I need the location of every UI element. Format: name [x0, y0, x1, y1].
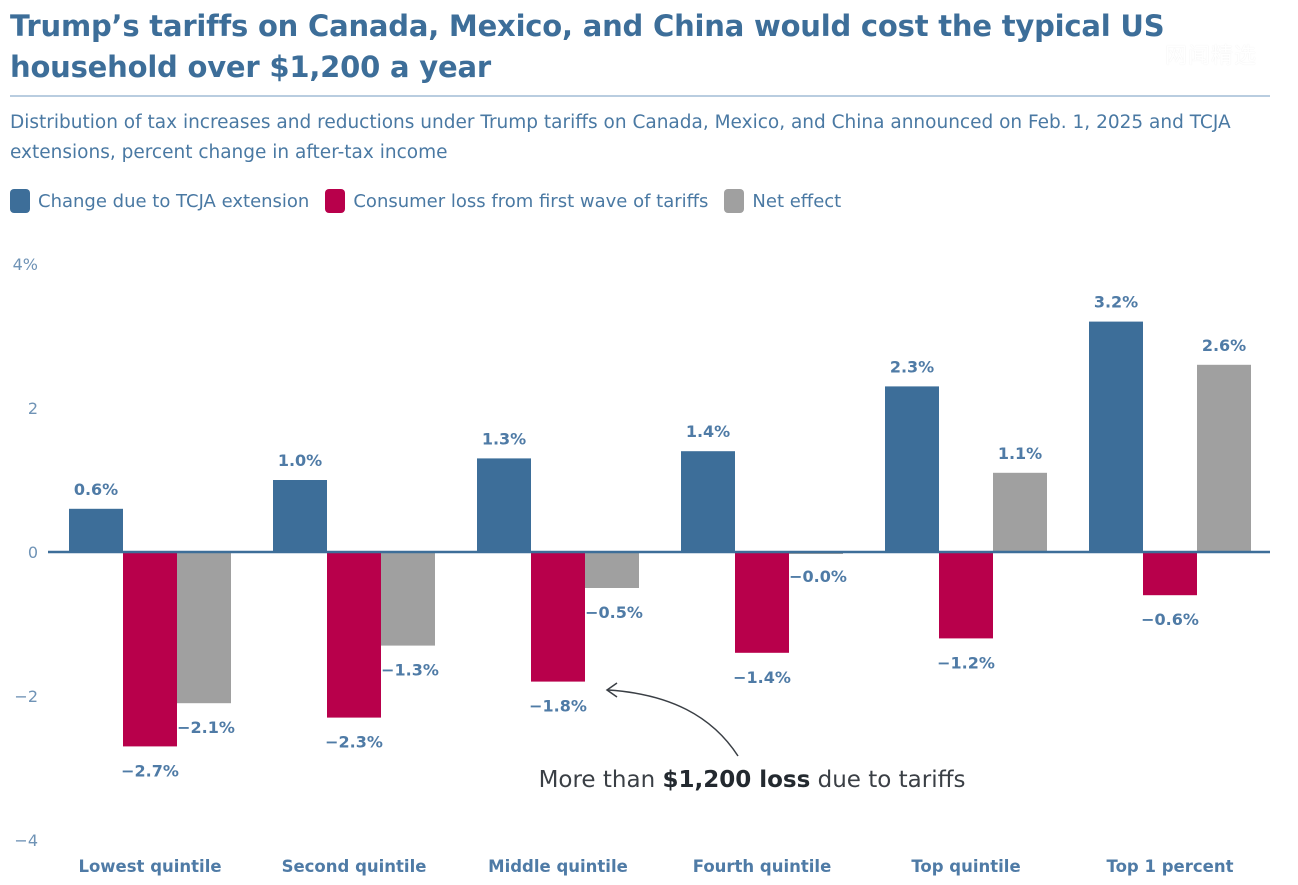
y-tick-label: 4% — [13, 255, 38, 274]
chart-legend: Change due to TCJA extension Consumer lo… — [10, 189, 857, 213]
chart-subtitle: Distribution of tax increases and reduct… — [10, 112, 1231, 163]
data-label-net-1: −1.3% — [381, 661, 439, 680]
bar-tcja-1 — [273, 480, 327, 552]
legend-label-net: Net effect — [752, 190, 842, 212]
category-labels: Lowest quintile Second quintile Middle qui… — [78, 857, 1233, 876]
data-label-tariff-4: −1.2% — [937, 653, 995, 672]
bar-tcja-4 — [885, 386, 939, 552]
data-label-net-4: 1.1% — [998, 444, 1042, 463]
bar-tcja-5 — [1089, 321, 1143, 552]
annotation-suffix: due to tariffs — [810, 767, 965, 793]
annotation-arrow — [607, 689, 739, 757]
y-tick-label: 0 — [28, 543, 38, 562]
category-label: Top quintile — [911, 857, 1020, 876]
category-label: Second quintile — [282, 857, 427, 876]
bar-tariff-1 — [327, 552, 381, 718]
data-label-net-0: −2.1% — [177, 718, 235, 737]
title-divider — [10, 95, 1270, 97]
data-label-net-3: −0.0% — [789, 567, 847, 586]
y-tick-label: 2 — [28, 399, 38, 418]
data-label-tcja-5: 3.2% — [1094, 293, 1138, 312]
y-tick-label: −2 — [14, 687, 38, 706]
annotation: More than $1,200 loss due to tariffs — [539, 682, 966, 793]
bar-tariff-2 — [531, 552, 585, 682]
data-label-tariff-2: −1.8% — [529, 697, 587, 716]
legend-swatch-tariffs — [325, 189, 346, 213]
data-label-net-5: 2.6% — [1202, 336, 1246, 355]
legend-item-tcja: Change due to TCJA extension — [10, 189, 309, 213]
data-label-tcja-1: 1.0% — [278, 451, 322, 470]
legend-swatch-net — [724, 189, 745, 213]
bar-net-4 — [993, 472, 1047, 552]
bar-tcja-2 — [477, 458, 531, 552]
bar-tcja-3 — [681, 451, 735, 552]
category-label: Middle quintile — [488, 857, 628, 876]
legend-swatch-tcja — [10, 189, 30, 213]
annotation-text: More than $1,200 loss due to tariffs — [539, 767, 966, 793]
data-label-tcja-2: 1.3% — [482, 429, 526, 448]
legend-item-net: Net effect — [724, 189, 841, 213]
bar-tcja-0 — [69, 508, 123, 552]
data-label-tcja-4: 2.3% — [890, 357, 934, 376]
legend-label-tcja: Change due to TCJA extension — [38, 190, 310, 212]
data-labels: 0.6% −2.7% −2.1% 1.0% −2.3% −1.3% 1.3% −1.8% −0.… — [74, 293, 1246, 781]
annotation-bold: $1,200 loss — [662, 767, 810, 793]
bar-tariff-0 — [123, 552, 177, 747]
watermark: 网闻精选 — [1165, 44, 1258, 69]
data-label-tcja-0: 0.6% — [74, 480, 118, 499]
bar-tariff-3 — [735, 552, 789, 653]
category-label: Top 1 percent — [1107, 857, 1234, 876]
data-label-tariff-0: −2.7% — [121, 761, 179, 780]
annotation-arrowhead-icon — [605, 682, 618, 698]
annotation-prefix: More than — [539, 767, 663, 793]
category-label: Lowest quintile — [78, 857, 221, 876]
bar-tariff-4 — [939, 552, 993, 639]
bar-net-0 — [177, 552, 231, 704]
data-label-tcja-3: 1.4% — [686, 422, 730, 441]
y-tick-label: −4 — [14, 831, 38, 850]
data-label-net-2: −0.5% — [585, 603, 643, 622]
bars — [69, 321, 1251, 747]
y-axis-ticks: 4% 2 0 −2 −4 — [13, 255, 38, 850]
legend-label-tariffs: Consumer loss from first wave of tariffs — [353, 190, 709, 212]
bar-net-2 — [585, 552, 639, 588]
legend-item-tariffs: Consumer loss from first wave of tariffs — [325, 189, 708, 213]
data-label-tariff-3: −1.4% — [733, 668, 791, 687]
chart-title: Trump’s tariffs on Canada, Mexico, and C… — [10, 9, 1165, 84]
bar-net-1 — [381, 552, 435, 646]
bar-net-5 — [1197, 364, 1251, 552]
category-label: Fourth quintile — [693, 857, 832, 876]
data-label-tariff-1: −2.3% — [325, 733, 383, 752]
data-label-tariff-5: −0.6% — [1141, 610, 1199, 629]
bar-tariff-5 — [1143, 552, 1197, 596]
